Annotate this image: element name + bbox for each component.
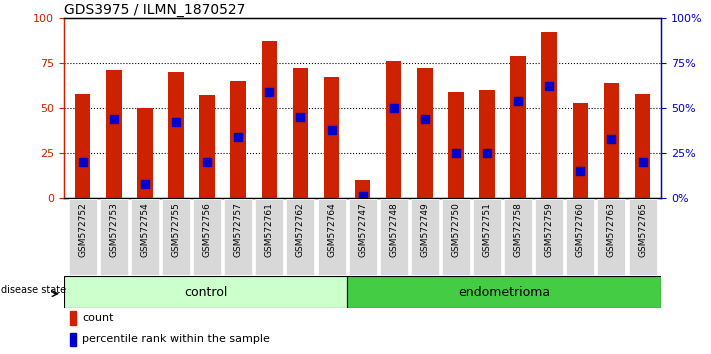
Bar bbox=[137, 108, 153, 198]
Text: GSM572751: GSM572751 bbox=[483, 202, 491, 257]
Bar bbox=[572, 103, 588, 198]
Text: GSM572753: GSM572753 bbox=[109, 202, 118, 257]
Point bbox=[513, 98, 524, 104]
Text: endometrioma: endometrioma bbox=[458, 286, 550, 298]
Bar bbox=[347, 276, 661, 308]
Text: GSM572752: GSM572752 bbox=[78, 202, 87, 257]
Bar bbox=[169, 72, 183, 198]
Bar bbox=[262, 41, 277, 198]
Text: GSM572747: GSM572747 bbox=[358, 202, 367, 257]
Bar bbox=[106, 70, 122, 198]
Bar bbox=[542, 32, 557, 198]
FancyBboxPatch shape bbox=[473, 199, 501, 275]
Text: GSM572748: GSM572748 bbox=[389, 202, 398, 257]
FancyBboxPatch shape bbox=[287, 199, 314, 275]
Text: percentile rank within the sample: percentile rank within the sample bbox=[82, 335, 270, 344]
Text: GSM572765: GSM572765 bbox=[638, 202, 647, 257]
FancyBboxPatch shape bbox=[69, 199, 97, 275]
FancyBboxPatch shape bbox=[162, 199, 190, 275]
Point bbox=[77, 159, 88, 165]
Point bbox=[264, 89, 275, 95]
Bar bbox=[386, 61, 402, 198]
Point bbox=[170, 120, 181, 125]
Bar bbox=[604, 83, 619, 198]
Text: GSM572750: GSM572750 bbox=[451, 202, 461, 257]
Bar bbox=[448, 92, 464, 198]
Bar bbox=[510, 56, 526, 198]
Text: count: count bbox=[82, 313, 114, 323]
FancyBboxPatch shape bbox=[411, 199, 439, 275]
FancyBboxPatch shape bbox=[567, 199, 594, 275]
Point bbox=[201, 159, 213, 165]
Bar bbox=[70, 333, 76, 346]
Bar bbox=[355, 180, 370, 198]
Point bbox=[326, 127, 337, 132]
Bar bbox=[70, 312, 76, 325]
FancyBboxPatch shape bbox=[193, 199, 221, 275]
Text: GSM572759: GSM572759 bbox=[545, 202, 554, 257]
Bar bbox=[75, 93, 90, 198]
Point bbox=[450, 150, 461, 156]
Point bbox=[543, 84, 555, 89]
Text: GSM572762: GSM572762 bbox=[296, 202, 305, 257]
FancyBboxPatch shape bbox=[629, 199, 656, 275]
Point bbox=[108, 116, 119, 122]
Point bbox=[606, 136, 617, 142]
Bar bbox=[293, 68, 308, 198]
Text: GSM572757: GSM572757 bbox=[234, 202, 242, 257]
Point bbox=[481, 150, 493, 156]
Text: GSM572755: GSM572755 bbox=[171, 202, 181, 257]
Text: control: control bbox=[183, 286, 227, 298]
Point bbox=[637, 159, 648, 165]
Bar bbox=[199, 95, 215, 198]
Bar bbox=[479, 90, 495, 198]
FancyBboxPatch shape bbox=[535, 199, 563, 275]
Point bbox=[294, 114, 306, 120]
Bar bbox=[230, 81, 246, 198]
FancyBboxPatch shape bbox=[131, 199, 159, 275]
Text: GSM572760: GSM572760 bbox=[576, 202, 585, 257]
FancyBboxPatch shape bbox=[504, 199, 532, 275]
Text: GSM572761: GSM572761 bbox=[264, 202, 274, 257]
Bar bbox=[64, 276, 347, 308]
FancyBboxPatch shape bbox=[100, 199, 128, 275]
Bar bbox=[417, 68, 432, 198]
Point bbox=[357, 194, 368, 199]
Text: GSM572764: GSM572764 bbox=[327, 202, 336, 257]
Bar bbox=[324, 77, 339, 198]
Point bbox=[139, 181, 151, 187]
FancyBboxPatch shape bbox=[380, 199, 407, 275]
Text: GSM572754: GSM572754 bbox=[140, 202, 149, 257]
FancyBboxPatch shape bbox=[348, 199, 377, 275]
Point bbox=[419, 116, 431, 122]
Text: GDS3975 / ILMN_1870527: GDS3975 / ILMN_1870527 bbox=[64, 3, 245, 17]
Text: GSM572749: GSM572749 bbox=[420, 202, 429, 257]
Point bbox=[388, 105, 400, 111]
FancyBboxPatch shape bbox=[224, 199, 252, 275]
Text: GSM572763: GSM572763 bbox=[607, 202, 616, 257]
Bar bbox=[635, 93, 651, 198]
FancyBboxPatch shape bbox=[318, 199, 346, 275]
FancyBboxPatch shape bbox=[255, 199, 283, 275]
Text: GSM572758: GSM572758 bbox=[513, 202, 523, 257]
FancyBboxPatch shape bbox=[442, 199, 470, 275]
Point bbox=[232, 134, 244, 140]
Point bbox=[574, 168, 586, 174]
Text: disease state: disease state bbox=[1, 285, 66, 296]
Text: GSM572756: GSM572756 bbox=[203, 202, 212, 257]
FancyBboxPatch shape bbox=[597, 199, 626, 275]
